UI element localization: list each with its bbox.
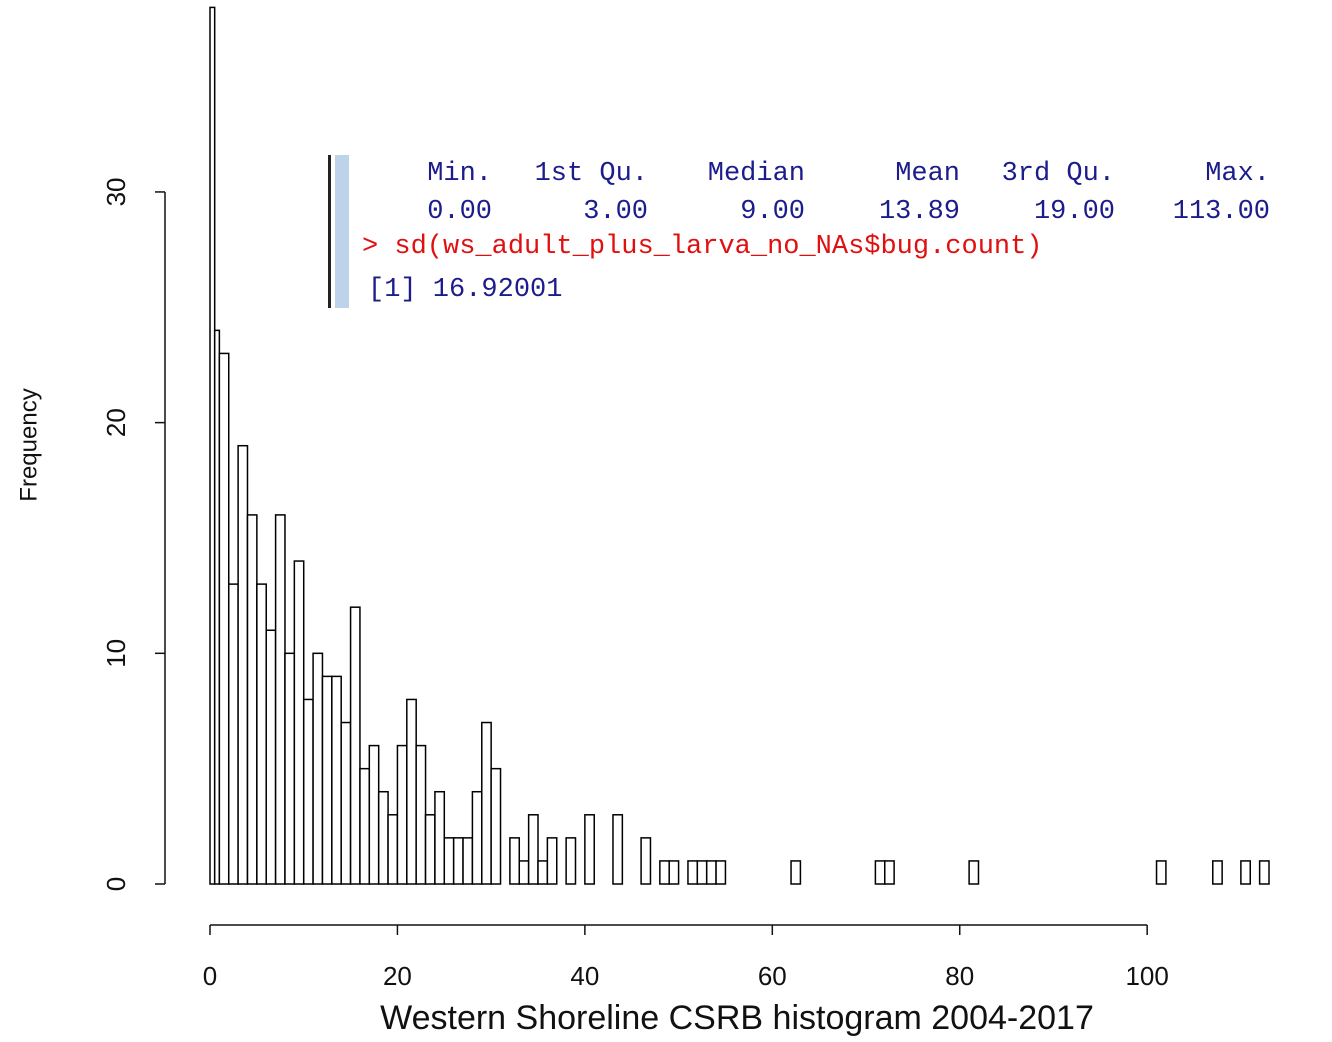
bar: [481, 721, 492, 885]
console-bg: [328, 155, 1320, 308]
bar: [471, 790, 483, 885]
bar: [715, 860, 727, 885]
bar: [1212, 860, 1223, 885]
bar: [640, 837, 652, 885]
bar: [218, 352, 230, 885]
bar: [265, 629, 277, 885]
summary-value: 19.00: [1034, 197, 1115, 227]
bar: [612, 814, 624, 885]
bar: [462, 837, 474, 885]
summary-value: 9.00: [740, 197, 805, 227]
bar: [359, 767, 371, 885]
y-tick-label: 20: [101, 408, 131, 437]
y-tick-label: 10: [101, 639, 131, 668]
x-tick-label: 20: [383, 961, 412, 991]
x-tick-label: 80: [945, 961, 974, 991]
bar: [659, 860, 670, 885]
summary-value: 3.00: [583, 197, 648, 227]
bar: [293, 560, 305, 885]
bar: [874, 860, 886, 885]
bar: [406, 698, 417, 885]
bar: [1155, 860, 1167, 885]
bar: [349, 606, 361, 885]
y-tick-label: 30: [101, 177, 131, 206]
bar: [546, 837, 558, 885]
x-tick-label: 100: [1125, 961, 1168, 991]
summary-value: 13.89: [879, 197, 960, 227]
bar: [340, 721, 352, 885]
bar: [227, 583, 239, 885]
summary-header: Min.: [427, 159, 492, 189]
bar: [518, 860, 530, 885]
bar: [302, 698, 314, 885]
bar: [321, 675, 333, 885]
summary-header: 3rd Qu.: [1002, 159, 1115, 189]
bar: [527, 814, 539, 885]
bar: [1240, 860, 1252, 885]
x-tick-label: 0: [203, 961, 217, 991]
summary-header: Median: [708, 159, 805, 189]
bar: [246, 514, 258, 885]
summary-value: 0.00: [427, 197, 492, 227]
bar: [509, 837, 521, 885]
console-command: > sd(ws_adult_plus_larva_no_NAs$bug.coun…: [362, 232, 1043, 262]
bar: [415, 744, 427, 885]
y-tick-label: 0: [101, 877, 131, 891]
summary-header: Mean: [895, 159, 960, 189]
summary-header: 1st Qu.: [535, 159, 648, 189]
bar: [396, 744, 408, 885]
bar: [687, 860, 699, 885]
bar: [790, 860, 802, 885]
bar: [312, 652, 324, 885]
summary-header: Max.: [1205, 159, 1270, 189]
bar: [696, 860, 708, 885]
bar: [368, 744, 380, 885]
bars: [209, 6, 1270, 885]
bar: [968, 860, 980, 885]
console-panel: > sd(ws_adult_plus_larva_no_NAs$bug.coun…: [328, 155, 1320, 308]
bar: [256, 583, 267, 885]
console-output: [1] 16.92001: [368, 275, 562, 305]
y-axis-label: Frequency: [15, 388, 42, 501]
bar: [668, 860, 680, 885]
bar: [331, 675, 342, 885]
bar: [452, 837, 464, 885]
bar: [284, 652, 296, 885]
bar: [1258, 860, 1270, 885]
bar: [884, 860, 895, 885]
bar: [537, 860, 549, 885]
bar: [443, 837, 455, 885]
bar: [424, 814, 436, 885]
x-tick-label: 40: [570, 961, 599, 991]
bar: [584, 814, 595, 885]
bar: [565, 837, 577, 885]
bar: [377, 790, 389, 885]
summary-value: 113.00: [1173, 197, 1270, 227]
x-axis-label: Western Shoreline CSRB histogram 2004-20…: [380, 999, 1094, 1037]
x-tick-label: 60: [758, 961, 787, 991]
bar: [434, 790, 446, 885]
bar: [274, 514, 286, 885]
bar: [705, 860, 717, 885]
console-gutter: [335, 155, 349, 308]
bar: [387, 814, 399, 885]
console-border: [328, 155, 331, 308]
bar: [237, 444, 249, 885]
bar: [490, 767, 502, 885]
